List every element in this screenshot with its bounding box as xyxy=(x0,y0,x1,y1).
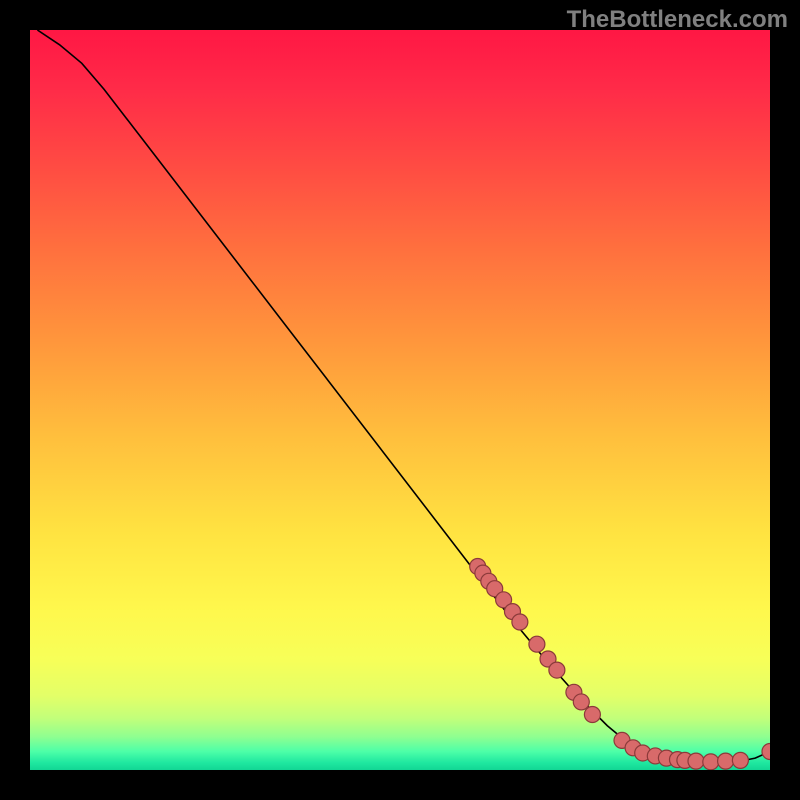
scatter-point xyxy=(512,614,528,630)
scatter-point xyxy=(573,694,589,710)
scatter-point xyxy=(584,707,600,723)
chart-plot-area xyxy=(30,30,770,770)
scatter-point xyxy=(732,752,748,768)
scatter-point xyxy=(762,744,770,760)
scatter-point xyxy=(549,662,565,678)
scatter-markers xyxy=(470,559,770,770)
watermark: TheBottleneck.com xyxy=(567,6,788,34)
scatter-point xyxy=(529,636,545,652)
scatter-point xyxy=(703,754,719,770)
scatter-point xyxy=(718,753,734,769)
curve-layer xyxy=(30,30,770,770)
scatter-point xyxy=(688,753,704,769)
main-curve xyxy=(37,30,770,762)
